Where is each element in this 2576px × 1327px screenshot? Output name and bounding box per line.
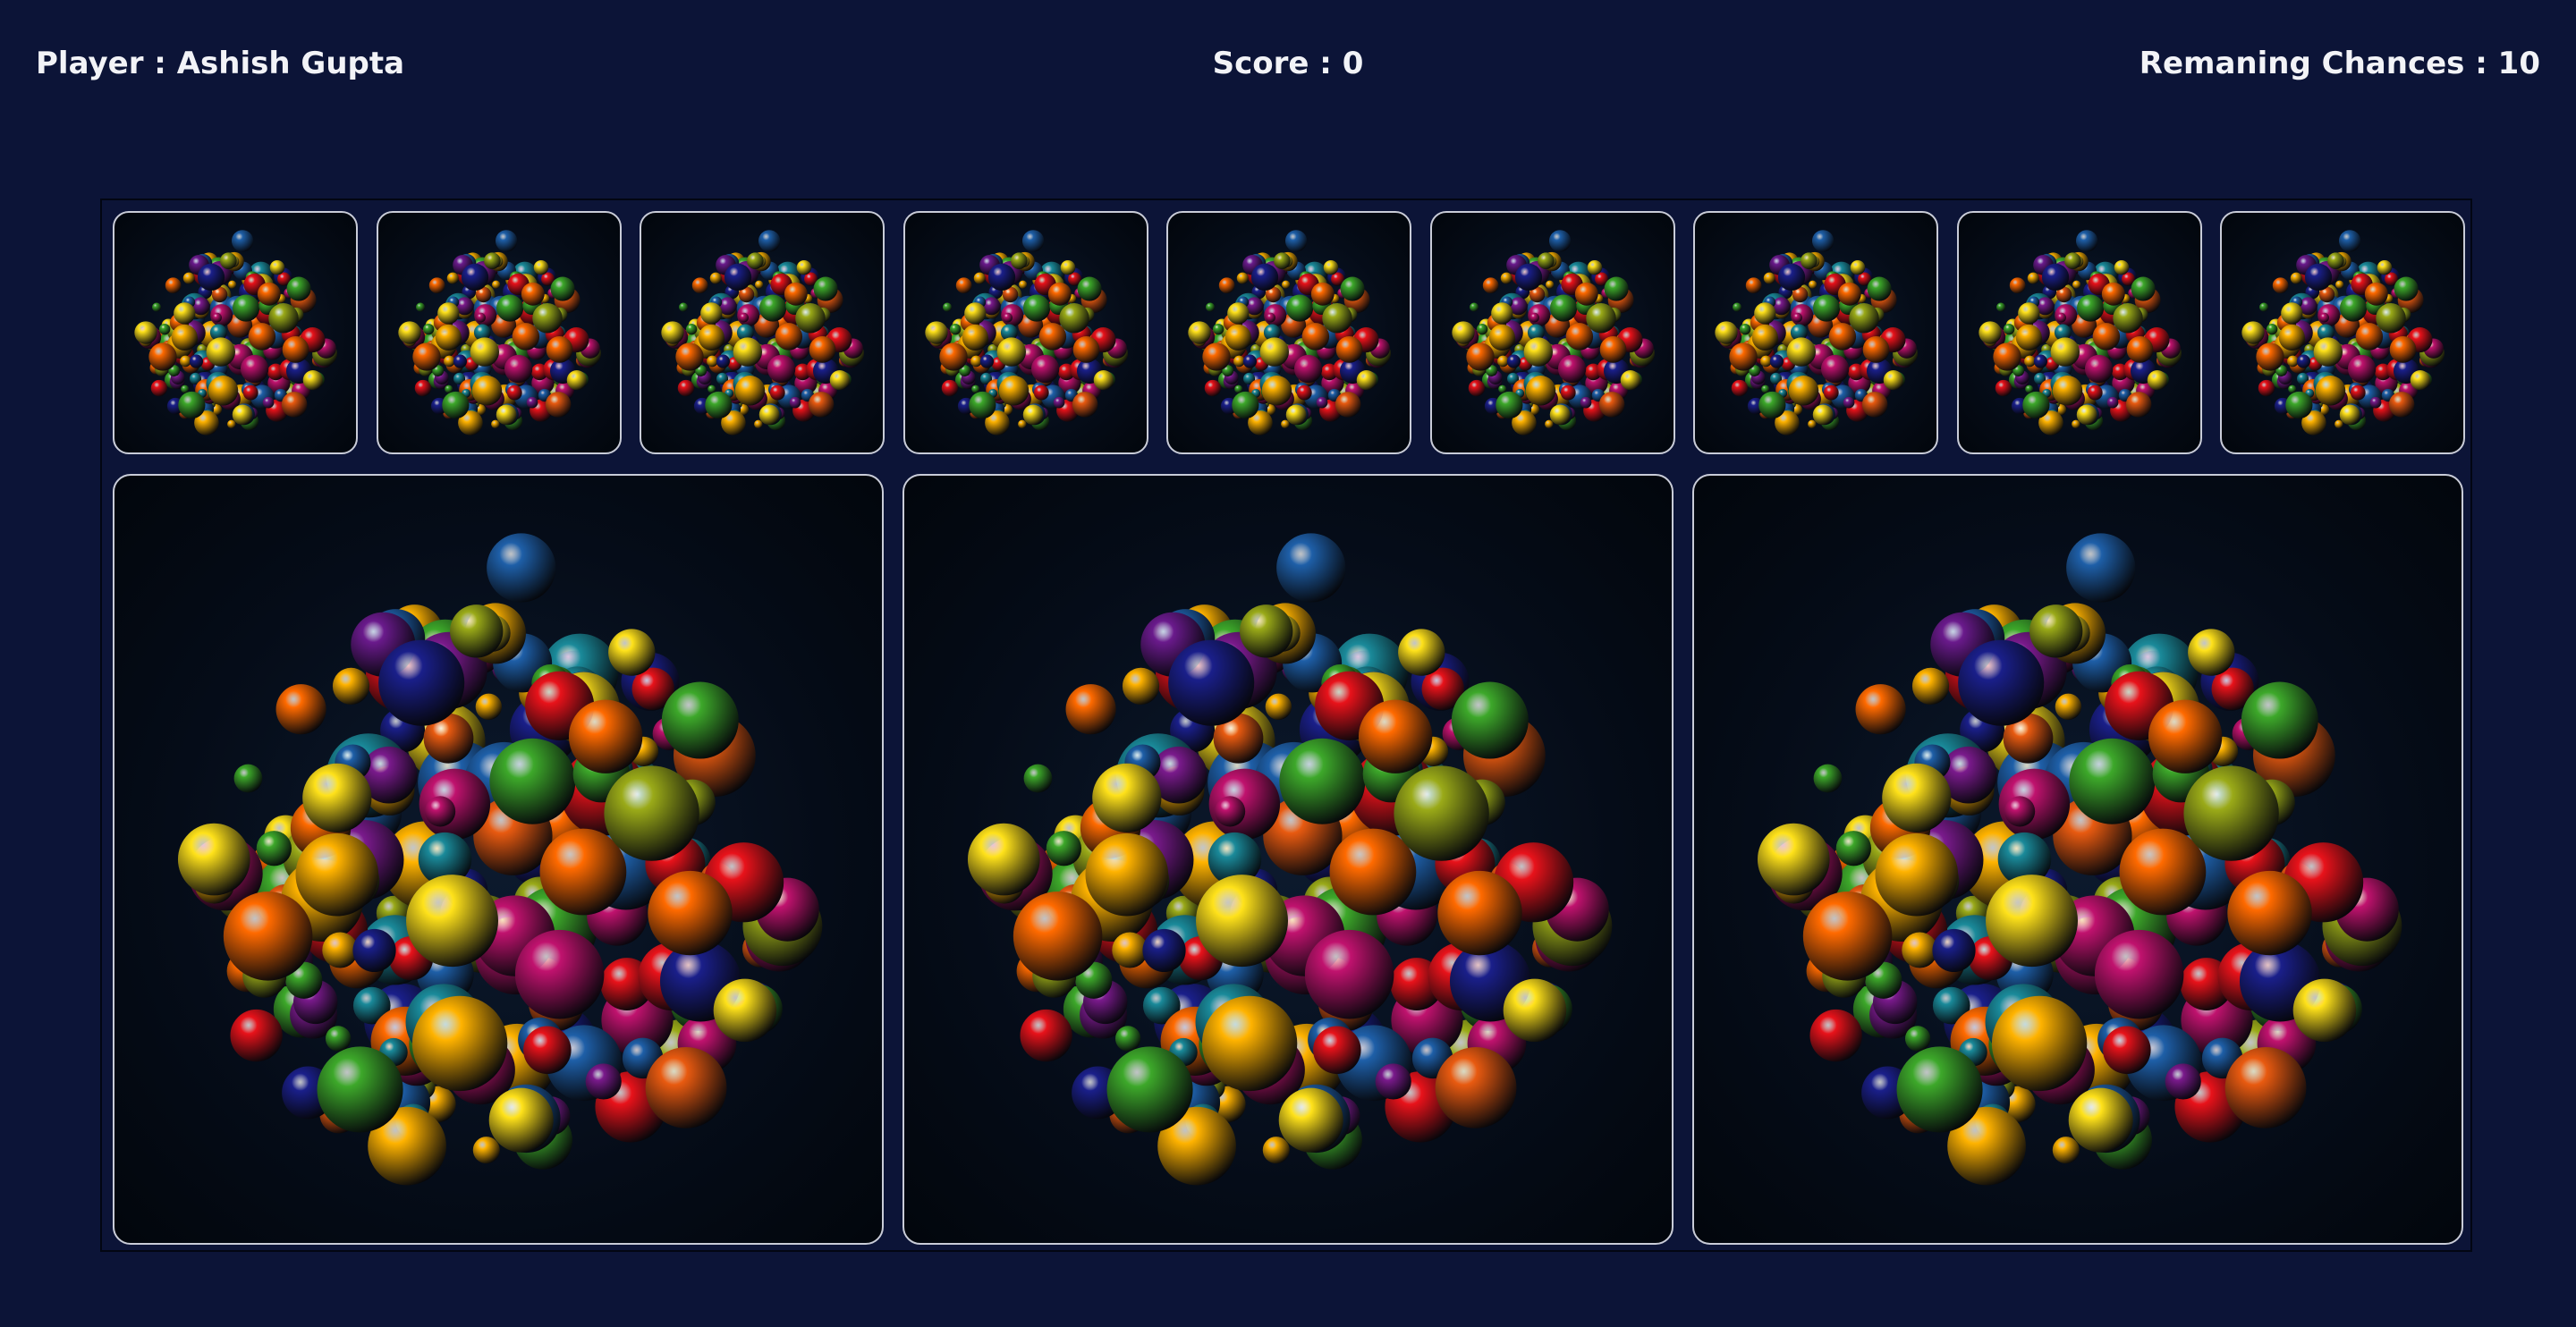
sphere-cluster-icon [177,533,823,1186]
sphere-cluster-icon [397,230,601,435]
sphere-cluster-icon [1188,230,1392,435]
sphere-cluster-icon [661,230,865,435]
score-label: Score : [1212,46,1343,81]
memory-card-large[interactable] [1692,474,2463,1245]
card-image [661,230,865,435]
score-info: Score : 0 [0,45,2576,82]
card-image [177,533,823,1186]
card-image [1715,230,1919,435]
memory-card-small[interactable] [902,211,1148,454]
sphere-cluster-icon [2241,230,2445,435]
card-image [1978,230,2182,435]
chances-label: Remaning Chances : [2139,46,2498,81]
card-image [134,230,338,435]
memory-card-small[interactable] [1429,211,1675,454]
sphere-cluster-icon [924,230,1128,435]
card-board [100,199,2472,1252]
game-header: Player : Ashish Gupta Score : 0 Remaning… [0,0,2576,125]
player-info: Player : Ashish Gupta [36,45,404,82]
chances-info: Remaning Chances : 10 [2140,45,2540,82]
memory-card-small[interactable] [1956,211,2202,454]
player-name: Ashish Gupta [176,46,405,81]
player-label: Player : [36,46,177,81]
memory-card-small[interactable] [640,211,885,454]
memory-card-small[interactable] [376,211,622,454]
sphere-cluster-icon [1757,533,2402,1186]
card-image [967,533,1613,1186]
chances-value: 10 [2497,46,2540,81]
memory-card-small[interactable] [2220,211,2465,454]
sphere-cluster-icon [1451,230,1655,435]
card-image [1757,533,2402,1186]
sphere-cluster-icon [967,533,1613,1186]
score-value: 0 [1342,46,1364,81]
memory-card-small[interactable] [1693,211,1938,454]
card-image [924,230,1128,435]
card-image [2241,230,2445,435]
memory-card-small[interactable] [113,211,358,454]
card-image [1188,230,1392,435]
memory-card-large[interactable] [902,474,1674,1245]
sphere-cluster-icon [134,230,338,435]
card-image [1451,230,1655,435]
sphere-cluster-icon [1978,230,2182,435]
sphere-cluster-icon [1715,230,1919,435]
card-image [397,230,601,435]
memory-card-large[interactable] [113,474,884,1245]
memory-card-small[interactable] [1166,211,1411,454]
